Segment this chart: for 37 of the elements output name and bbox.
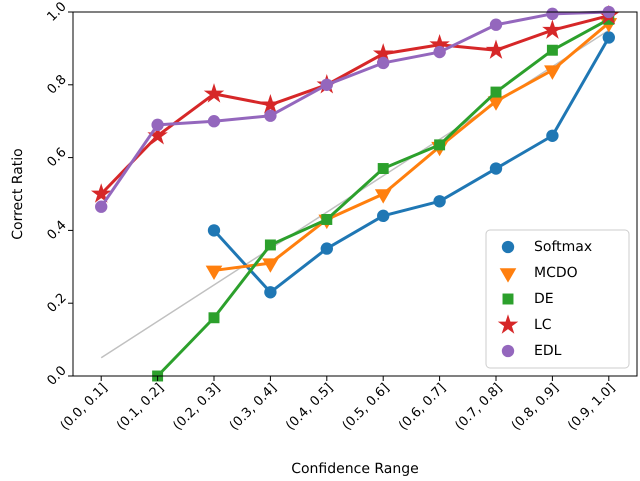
point [208,312,220,324]
point [433,195,446,208]
y-tick-label: 0.2 [44,290,70,316]
point [377,56,390,70]
y-axis-title: Correct Ratio [10,148,26,240]
point [490,86,502,98]
point [204,83,224,103]
legend-label: LC [534,316,552,333]
point [602,31,615,44]
point [377,210,390,222]
point [264,286,277,298]
point [320,242,333,255]
y-tick-label: 0.6 [44,145,70,170]
point [264,110,277,122]
point [490,18,502,31]
y-tick-label: 1.0 [44,0,70,25]
point [152,370,164,382]
point [95,200,108,213]
point [546,44,558,56]
point [264,239,276,250]
y-tick-label: 0.8 [44,72,70,98]
x-axis-title: Confidence Range [291,461,419,477]
point [90,183,112,203]
point [208,115,220,128]
legend-label: DE [534,290,554,307]
point [208,224,220,237]
legend-label: EDL [534,342,562,359]
legend-label: Softmax [534,238,592,255]
legend-label: MCDO [534,264,578,281]
y-tick-label: 0.4 [44,218,70,244]
point [490,162,502,175]
point [546,130,559,142]
point [546,8,559,20]
point [378,163,389,174]
point [433,46,446,58]
point [151,118,164,132]
y-tick-label: 0.0 [44,363,70,389]
